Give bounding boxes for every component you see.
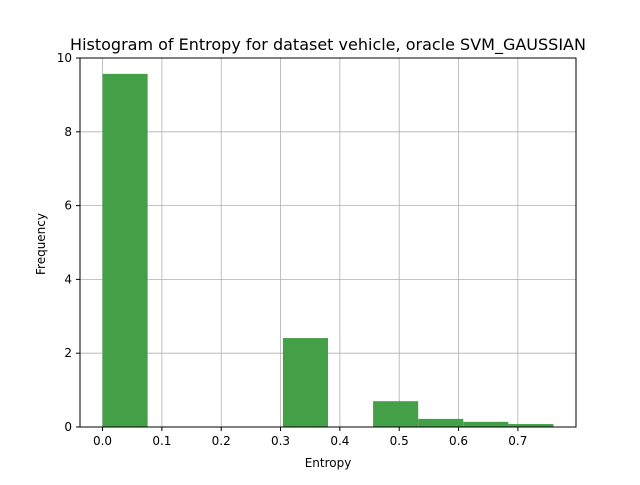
y-tick-label: 10 bbox=[57, 51, 72, 65]
histogram-bar bbox=[418, 418, 464, 427]
x-tick-label: 0.3 bbox=[271, 434, 290, 448]
histogram-bar bbox=[373, 401, 419, 427]
y-axis-label: Frequency bbox=[34, 213, 48, 275]
x-tick-label: 0.0 bbox=[93, 434, 112, 448]
histogram-bar bbox=[282, 338, 328, 427]
x-tick-label: 0.5 bbox=[390, 434, 409, 448]
histogram-bar bbox=[463, 421, 509, 427]
histogram-bar bbox=[102, 73, 148, 427]
x-tick-label: 0.7 bbox=[508, 434, 527, 448]
x-axis-label: Entropy bbox=[305, 456, 352, 470]
histogram-bar bbox=[508, 424, 554, 427]
x-tick-label: 0.4 bbox=[330, 434, 349, 448]
y-tick-label: 0 bbox=[64, 420, 72, 434]
y-tick-label: 6 bbox=[64, 199, 72, 213]
x-tick-label: 0.2 bbox=[212, 434, 231, 448]
bars bbox=[102, 73, 554, 427]
axes: 0.0 0.1 0.2 0.3 0.4 0.5 0.6 0.7 0 2 4 6 8 10 bbox=[57, 51, 577, 448]
chart-title: Histogram of Entropy for dataset vehicle… bbox=[70, 35, 586, 55]
y-tick-label: 8 bbox=[64, 125, 72, 139]
x-tick-label: 0.1 bbox=[152, 434, 171, 448]
y-tick-label: 2 bbox=[64, 346, 72, 360]
y-tick-label: 4 bbox=[64, 272, 72, 286]
plot-frame bbox=[79, 57, 577, 428]
x-tick-label: 0.6 bbox=[449, 434, 468, 448]
